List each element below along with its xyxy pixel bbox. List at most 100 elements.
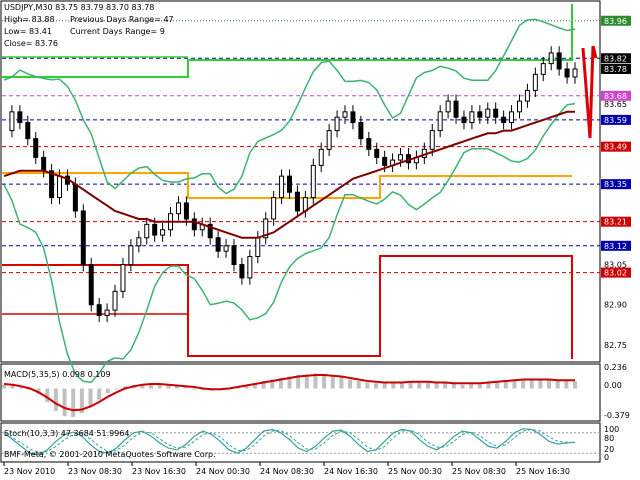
price-tag-label: 83.82 bbox=[604, 54, 627, 63]
price-tag-label: 83.12 bbox=[604, 242, 627, 251]
price-tag-bg bbox=[601, 63, 631, 74]
stoch-axis-80: 80 bbox=[604, 434, 614, 443]
time-label: 23 Nov 16:30 bbox=[132, 467, 186, 476]
candle-body bbox=[398, 154, 404, 161]
candle-body bbox=[461, 116, 467, 124]
candle-body bbox=[128, 245, 134, 266]
candle-body bbox=[294, 191, 300, 212]
candle-body bbox=[72, 183, 78, 212]
candle-body bbox=[501, 116, 507, 124]
time-label: 23 Nov 08:30 bbox=[68, 467, 122, 476]
candle-body bbox=[358, 122, 364, 140]
price-tag-bg bbox=[601, 114, 631, 125]
price-tag-label: 83.68 bbox=[604, 92, 627, 101]
candle-body bbox=[223, 245, 229, 252]
candle-body bbox=[33, 138, 39, 158]
high-label: High= 83.88 bbox=[4, 15, 55, 24]
red-zigzag bbox=[581, 45, 598, 139]
macd-bar bbox=[547, 379, 552, 389]
candle-body bbox=[215, 237, 221, 252]
macd-bar bbox=[486, 382, 491, 389]
bollinger-upper bbox=[3, 18, 576, 195]
symbol-line: USDJPY,M30 83.75 83.79 83.70 83.78 bbox=[4, 3, 154, 12]
candle-body bbox=[318, 148, 324, 166]
level-lines bbox=[2, 20, 600, 274]
macd-bar bbox=[495, 381, 500, 389]
candle-body bbox=[231, 245, 237, 266]
candle-body bbox=[350, 111, 356, 124]
price-tag-bg bbox=[601, 141, 631, 152]
candle-body bbox=[326, 130, 332, 150]
macd-bar bbox=[105, 388, 110, 393]
macd-bar bbox=[374, 383, 379, 389]
price-tag-bg bbox=[601, 216, 631, 227]
macd-bar bbox=[469, 384, 474, 389]
candle-body bbox=[516, 100, 522, 113]
macd-bar bbox=[166, 385, 171, 389]
macd-bar bbox=[62, 388, 67, 417]
macd-bar bbox=[270, 379, 275, 389]
macd-bar bbox=[348, 379, 353, 389]
macd-bar bbox=[573, 381, 577, 389]
candle-body bbox=[429, 130, 435, 150]
macd-bar bbox=[53, 388, 58, 411]
candle-body bbox=[136, 237, 142, 247]
price-tick-label: 82.90 bbox=[604, 301, 627, 310]
candle-body bbox=[191, 218, 197, 231]
stoch-axis-100: 100 bbox=[604, 425, 619, 434]
candle-body bbox=[112, 290, 118, 311]
candle-body bbox=[493, 108, 499, 118]
stoch-axis-0: 0 bbox=[604, 453, 609, 462]
price-tick-label: 82.75 bbox=[604, 341, 627, 350]
candle-body bbox=[247, 256, 253, 279]
macd-bar bbox=[114, 388, 119, 390]
candle-body bbox=[239, 264, 245, 279]
price-tag-label: 83.78 bbox=[604, 65, 627, 74]
price-tag-label: 83.96 bbox=[604, 17, 627, 26]
macd-bar bbox=[287, 376, 292, 389]
candle-body bbox=[57, 175, 63, 199]
macd-bar bbox=[434, 382, 439, 389]
low-label: Low= 83.41 bbox=[4, 27, 52, 36]
time-label: 25 Nov 08:30 bbox=[452, 467, 506, 476]
stoch-panel bbox=[0, 422, 601, 463]
candle-body bbox=[96, 304, 102, 316]
candle-body bbox=[263, 218, 269, 239]
macd-bar bbox=[19, 387, 24, 389]
candle-body bbox=[509, 111, 515, 124]
macd-bar bbox=[443, 383, 448, 389]
macd-bar bbox=[2, 384, 6, 389]
macd-bar bbox=[382, 383, 387, 389]
candles bbox=[9, 46, 578, 323]
candle-body bbox=[556, 52, 562, 70]
macd-bar bbox=[79, 388, 84, 414]
macd-bar bbox=[175, 386, 180, 389]
candle-body bbox=[160, 229, 166, 236]
price-tag-label: 83.49 bbox=[604, 143, 627, 152]
price-tag-label: 83.35 bbox=[604, 180, 627, 189]
macd-bar bbox=[538, 378, 543, 389]
candle-body bbox=[564, 68, 570, 78]
copyright-text: BMF-Meta, © 2001-2010 MetaQuotes Softwar… bbox=[4, 450, 216, 459]
price-tag-bg bbox=[601, 53, 631, 64]
candle-body bbox=[49, 170, 55, 199]
macd-signal-line bbox=[3, 374, 575, 412]
stochastic-series bbox=[2, 428, 600, 456]
time-label: 25 Nov 00:30 bbox=[388, 467, 442, 476]
candle-body bbox=[532, 73, 538, 91]
candle-body bbox=[469, 111, 475, 124]
candle-body bbox=[152, 223, 158, 236]
macd-bar bbox=[564, 381, 569, 389]
price-tag-label: 83.02 bbox=[604, 269, 627, 278]
time-label: 24 Nov 08:30 bbox=[260, 467, 314, 476]
close-label: Close= 83.76 bbox=[4, 39, 58, 48]
candle-body bbox=[183, 202, 189, 220]
stoch-main-line bbox=[3, 428, 576, 456]
green-high-step bbox=[2, 4, 573, 78]
macd-bar bbox=[278, 378, 283, 389]
macd-axis-zero: 0.00 bbox=[604, 381, 622, 390]
macd-bar bbox=[503, 381, 508, 389]
macd-bar bbox=[244, 385, 249, 389]
candle-body bbox=[175, 202, 181, 215]
